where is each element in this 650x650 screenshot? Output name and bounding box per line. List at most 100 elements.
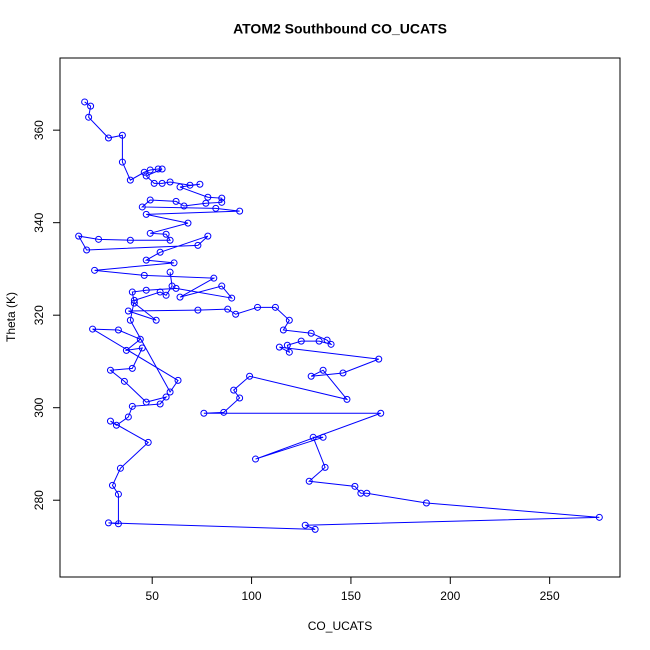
data-point [275,343,283,351]
data-point [343,395,351,403]
data-point [172,284,180,292]
data-point [200,409,208,417]
data-point [112,421,120,429]
data-point [172,197,180,205]
data-point [285,316,293,324]
data-point [279,326,287,334]
data-point [156,400,164,408]
data-point [150,179,158,187]
data-point [75,232,83,240]
data-point [126,236,134,244]
data-point [146,229,154,237]
data-point [230,386,238,394]
data-point [180,202,188,210]
data-point [142,172,150,180]
data-point [285,348,293,356]
data-point [363,489,371,497]
y-axis-label: Theta (K) [4,292,18,342]
data-point [142,256,150,264]
x-tick-label: 150 [341,589,361,603]
data-point [309,433,317,441]
data-point [176,293,184,301]
data-point [146,166,154,174]
data-point [305,477,313,485]
data-point [114,520,122,528]
data-point [146,196,154,204]
data-point [218,282,226,290]
data-point [128,402,136,410]
data-point [140,168,148,176]
data-point [89,325,97,333]
data-point [85,113,93,121]
data-point [204,232,212,240]
data-point [224,305,232,313]
data-point [114,490,122,498]
data-point [220,408,228,416]
data-point [142,210,150,218]
data-point [315,337,323,345]
data-point [140,271,148,279]
data-point [252,455,260,463]
data-point [87,102,95,110]
data-point [595,513,603,521]
data-point [95,235,103,243]
x-tick-label: 200 [440,589,460,603]
data-point [170,259,178,267]
data-point [174,376,182,384]
data-point [142,286,150,294]
data-point [118,158,126,166]
data-line [77,101,600,530]
data-point [218,194,226,202]
data-point [194,306,202,314]
data-point [106,417,114,425]
plot-frame [59,57,621,578]
data-point [114,326,122,334]
data-point [321,463,329,471]
data-point [246,372,254,380]
x-tick-label: 100 [242,589,262,603]
data-point [166,178,174,186]
data-point [254,303,262,311]
data-point [120,377,128,385]
data-point [204,193,212,201]
data-point [196,180,204,188]
data-point [162,291,170,299]
data-point [116,464,124,472]
data-point [130,299,138,307]
y-tick-label: 320 [32,305,46,325]
data-point [142,398,150,406]
y-tick-label: 340 [32,212,46,232]
y-tick-label: 280 [32,490,46,510]
data-point [351,482,359,490]
data-point [311,525,319,533]
data-point [375,355,383,363]
data-point [307,372,315,380]
data-point [166,268,174,276]
data-point [283,341,291,349]
data-point [124,307,132,315]
data-point [218,198,226,206]
data-point [158,179,166,187]
data-point [236,394,244,402]
data-point [126,176,134,184]
data-point [144,438,152,446]
data-point [104,134,112,142]
data-point [128,364,136,372]
data-point [130,296,138,304]
x-axis-label: CO_UCATS [308,619,372,633]
data-point [307,329,315,337]
data-point [184,219,192,227]
data-point [323,336,331,344]
y-tick-label: 300 [32,397,46,417]
data-point [301,521,309,529]
data-point [126,316,134,324]
data-point [176,183,184,191]
data-point [186,181,194,189]
data-point [168,282,176,290]
data-point [91,266,99,274]
data-point [156,248,164,256]
data-point [297,337,305,345]
data-point [232,310,240,318]
data-point [124,413,132,421]
